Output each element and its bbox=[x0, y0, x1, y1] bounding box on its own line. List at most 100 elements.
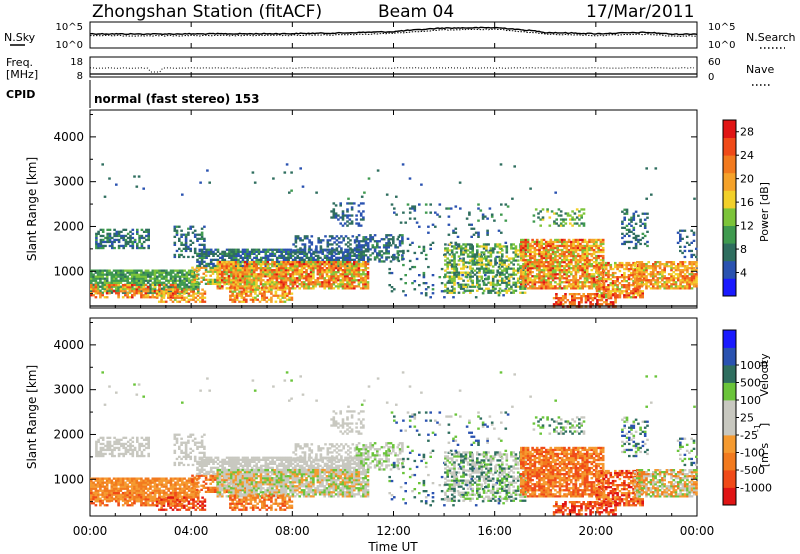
power-cell bbox=[128, 286, 132, 289]
power-cell bbox=[618, 276, 622, 279]
power-cell bbox=[522, 271, 525, 274]
power-cell bbox=[570, 252, 573, 256]
power-cell bbox=[355, 269, 358, 272]
power-cell bbox=[180, 233, 183, 236]
power-cell bbox=[187, 285, 191, 288]
power-cell bbox=[234, 250, 238, 253]
power-cell bbox=[316, 283, 320, 286]
power-cell bbox=[393, 207, 396, 210]
power-cell bbox=[565, 273, 569, 276]
power-cell bbox=[307, 248, 311, 251]
power-cell bbox=[284, 273, 288, 276]
power-cell bbox=[487, 263, 490, 266]
power-cell bbox=[216, 263, 220, 266]
power-cell bbox=[231, 300, 234, 303]
power-cell bbox=[101, 246, 105, 250]
power-cell bbox=[260, 260, 263, 263]
power-cell bbox=[498, 247, 502, 250]
power-cell bbox=[255, 269, 258, 272]
power-cell bbox=[554, 277, 557, 280]
power-cell bbox=[482, 263, 486, 266]
power-cell bbox=[542, 269, 546, 272]
power-cell bbox=[453, 265, 456, 268]
power-cell bbox=[418, 225, 421, 228]
power-cell bbox=[314, 261, 317, 264]
power-cell bbox=[197, 291, 200, 294]
power-cell bbox=[510, 245, 513, 248]
power-cell bbox=[235, 298, 239, 301]
power-cell bbox=[415, 257, 419, 261]
power-cell bbox=[567, 281, 571, 284]
power-cell bbox=[187, 298, 191, 301]
power-cell bbox=[203, 260, 206, 263]
power-cell bbox=[503, 273, 506, 276]
power-cell bbox=[392, 240, 395, 243]
power-cell bbox=[315, 249, 318, 252]
power-cell bbox=[401, 238, 404, 241]
power-cell bbox=[382, 238, 386, 241]
power-cell bbox=[531, 279, 534, 282]
power-cell bbox=[429, 247, 432, 250]
power-cell bbox=[117, 232, 121, 235]
power-cell bbox=[561, 299, 565, 302]
power-cell bbox=[448, 279, 452, 282]
power-cell bbox=[574, 250, 578, 254]
power-cell bbox=[182, 243, 186, 246]
power-cell bbox=[576, 252, 580, 256]
power-cell bbox=[113, 240, 116, 244]
power-cell bbox=[583, 246, 587, 250]
power-cell bbox=[181, 273, 184, 276]
power-cell bbox=[394, 246, 397, 249]
power-cell bbox=[346, 279, 349, 282]
power-cell bbox=[169, 275, 173, 278]
power-cell bbox=[133, 287, 136, 290]
power-cell bbox=[491, 275, 495, 278]
power-cell bbox=[300, 263, 304, 266]
power-cell bbox=[642, 277, 646, 280]
power-cell bbox=[235, 288, 239, 291]
power-cell bbox=[341, 273, 345, 276]
power-cell bbox=[105, 269, 109, 272]
power-cell bbox=[122, 246, 125, 250]
power-cell bbox=[326, 241, 330, 244]
date-label: 17/Mar/2011 bbox=[586, 2, 694, 22]
power-cell bbox=[607, 294, 610, 297]
power-cell bbox=[447, 207, 451, 210]
power-cell bbox=[207, 248, 211, 251]
power-cell bbox=[248, 252, 252, 255]
power-cell bbox=[270, 288, 273, 291]
power-cell bbox=[221, 256, 224, 259]
power-cell bbox=[344, 235, 348, 238]
power-cell bbox=[265, 296, 269, 299]
power-cell bbox=[248, 256, 252, 259]
power-cell bbox=[257, 267, 260, 270]
power-cell bbox=[221, 261, 224, 264]
power-cell bbox=[565, 250, 569, 254]
power-cell bbox=[549, 252, 553, 256]
power-cell bbox=[444, 249, 447, 252]
power-cell bbox=[581, 248, 584, 252]
power-cell bbox=[265, 286, 269, 289]
power-cell bbox=[117, 296, 120, 299]
power-cell bbox=[246, 283, 249, 286]
power-cell bbox=[580, 299, 583, 302]
power-cell bbox=[256, 294, 259, 297]
power-cell bbox=[579, 244, 582, 248]
power-cell bbox=[478, 259, 481, 262]
power-cell bbox=[551, 258, 555, 262]
power-cell bbox=[487, 281, 490, 284]
power-cell bbox=[478, 269, 481, 272]
power-cell bbox=[337, 241, 341, 244]
power-cell bbox=[250, 262, 254, 266]
power-cell bbox=[572, 254, 575, 258]
power-cell bbox=[126, 292, 129, 295]
power-cell bbox=[688, 281, 691, 284]
power-cell bbox=[140, 283, 143, 286]
power-cell bbox=[147, 246, 150, 250]
power-cell bbox=[160, 275, 164, 278]
power-cell bbox=[189, 239, 192, 242]
power-cell bbox=[618, 292, 622, 295]
freq-tick-bottom: 8 bbox=[77, 71, 83, 82]
power-cell bbox=[287, 261, 290, 264]
power-cell bbox=[308, 239, 311, 242]
